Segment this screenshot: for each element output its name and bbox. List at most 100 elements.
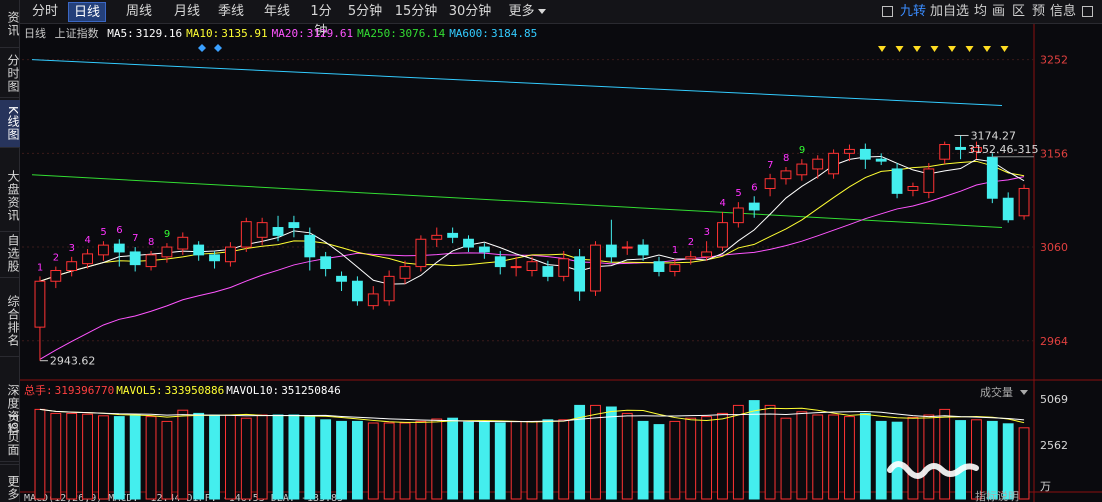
candle-body[interactable] (780, 170, 792, 180)
candle-body[interactable] (463, 238, 474, 248)
candle-body[interactable] (113, 243, 125, 253)
candle-body[interactable] (717, 222, 728, 248)
candle-body[interactable] (209, 254, 220, 262)
candle-body[interactable] (288, 222, 300, 229)
candle-body[interactable] (272, 227, 284, 236)
tool-jiuzhuan[interactable]: 九转 (900, 4, 927, 19)
candle-body[interactable] (637, 244, 649, 256)
candle-body[interactable] (653, 261, 665, 272)
volume-bar (701, 416, 713, 500)
candle-body[interactable] (891, 168, 903, 194)
sidebar-item-2[interactable]: K线图 (0, 100, 20, 148)
candle-body[interactable] (50, 269, 62, 282)
candle-body[interactable] (526, 261, 538, 271)
tab-8[interactable]: 15分钟 (393, 2, 439, 22)
candle-body[interactable] (177, 236, 189, 250)
candle-body[interactable] (447, 232, 459, 238)
candle-body[interactable] (986, 156, 998, 199)
watermark-logo (887, 461, 979, 479)
candle-body[interactable] (415, 238, 427, 268)
candle-body[interactable] (320, 256, 332, 270)
tab-5[interactable]: 年线 (258, 2, 296, 22)
tool-qu[interactable]: 区 (1012, 4, 1026, 19)
candle-body[interactable] (240, 221, 252, 248)
candle-body[interactable] (98, 244, 109, 256)
candle-body[interactable] (351, 280, 363, 302)
candle-body[interactable] (796, 163, 808, 176)
candle-body[interactable] (66, 261, 78, 271)
candle-body[interactable] (971, 146, 982, 152)
indicator-help-button[interactable]: 指标说明 (975, 489, 1019, 502)
tool-add-watch[interactable]: 加自选 (930, 4, 970, 19)
candle-body[interactable] (748, 202, 760, 211)
tab-1[interactable]: 日线 (68, 2, 106, 22)
candle-body[interactable] (431, 234, 443, 240)
candle-body[interactable] (605, 244, 617, 258)
candle-body[interactable] (732, 207, 744, 224)
candle-body[interactable] (621, 246, 633, 249)
candle-body[interactable] (923, 168, 935, 193)
sidebar-item-3[interactable]: 大盘资讯 (0, 160, 20, 232)
candle-body[interactable] (336, 275, 347, 282)
candle-body[interactable] (558, 258, 570, 277)
candle-body[interactable] (145, 254, 157, 268)
tab-9[interactable]: 30分钟 (447, 2, 493, 22)
tool-jun[interactable]: 均 (974, 4, 988, 19)
sidebar-item-0[interactable]: 资讯 (0, 0, 20, 48)
tab-2[interactable]: 周线 (120, 2, 158, 22)
sidebar-item-5[interactable]: 综合排名 (0, 285, 20, 357)
candle-body[interactable] (224, 246, 236, 263)
candle-body[interactable] (34, 280, 46, 328)
tab-7[interactable]: 5分钟 (345, 2, 385, 22)
candle-body[interactable] (939, 144, 951, 160)
candle-body[interactable] (82, 253, 93, 265)
candle-body[interactable] (161, 246, 173, 258)
sidebar-item-4[interactable]: 自选股 (0, 230, 20, 278)
candle-body[interactable] (574, 256, 586, 292)
volume-bar (653, 424, 665, 500)
candle-body[interactable] (304, 234, 316, 258)
candle-body[interactable] (859, 148, 871, 160)
tab-10[interactable]: 更多 (504, 2, 550, 22)
candle-body[interactable] (685, 256, 697, 260)
tab-6[interactable]: 1分钟 (304, 2, 338, 39)
candle-body[interactable] (478, 246, 490, 253)
candle-body[interactable] (875, 158, 887, 162)
candle-body[interactable] (510, 266, 522, 269)
candle-body[interactable] (701, 251, 713, 258)
candle-body[interactable] (1018, 187, 1030, 217)
window-icon[interactable] (1082, 6, 1093, 17)
sidebar-item-f9[interactable]: F9页面 (0, 410, 20, 462)
candle-body[interactable] (1002, 197, 1014, 221)
tool-info[interactable]: 信息 (1050, 4, 1077, 19)
candle-body[interactable] (542, 266, 554, 277)
sidebar-item-1[interactable]: 分时图 (0, 50, 20, 98)
sidebar-item-6[interactable]: 深度资料 (0, 355, 20, 465)
candle-body[interactable] (494, 256, 506, 268)
candle-body[interactable] (399, 266, 411, 279)
volume-bar (812, 414, 824, 500)
volume-indicator-dropdown[interactable]: 成交量 (980, 385, 1013, 399)
sidebar-item-8[interactable]: 更多 (0, 468, 20, 502)
candle-body[interactable] (129, 251, 141, 266)
candle-body[interactable] (383, 275, 395, 302)
tool-screen[interactable]: 画 (992, 4, 1006, 19)
candle-body[interactable] (669, 264, 681, 272)
layout-icon[interactable] (882, 6, 893, 17)
candle-body[interactable] (907, 186, 919, 191)
candle-body[interactable] (764, 178, 776, 189)
tab-label: 周线 (125, 4, 152, 19)
candle-body[interactable] (955, 146, 966, 150)
tab-3[interactable]: 月线 (168, 2, 206, 22)
candle-body[interactable] (828, 152, 840, 175)
candle-body[interactable] (844, 148, 855, 154)
candle-body[interactable] (256, 222, 268, 238)
tab-0[interactable]: 分时 (28, 2, 62, 22)
tab-4[interactable]: 季线 (212, 2, 250, 22)
candle-body[interactable] (590, 244, 601, 292)
tool-yu[interactable]: 预 (1032, 4, 1046, 19)
candle-body[interactable] (193, 244, 205, 256)
candle-body[interactable] (367, 293, 379, 307)
candle-body[interactable] (812, 158, 824, 170)
